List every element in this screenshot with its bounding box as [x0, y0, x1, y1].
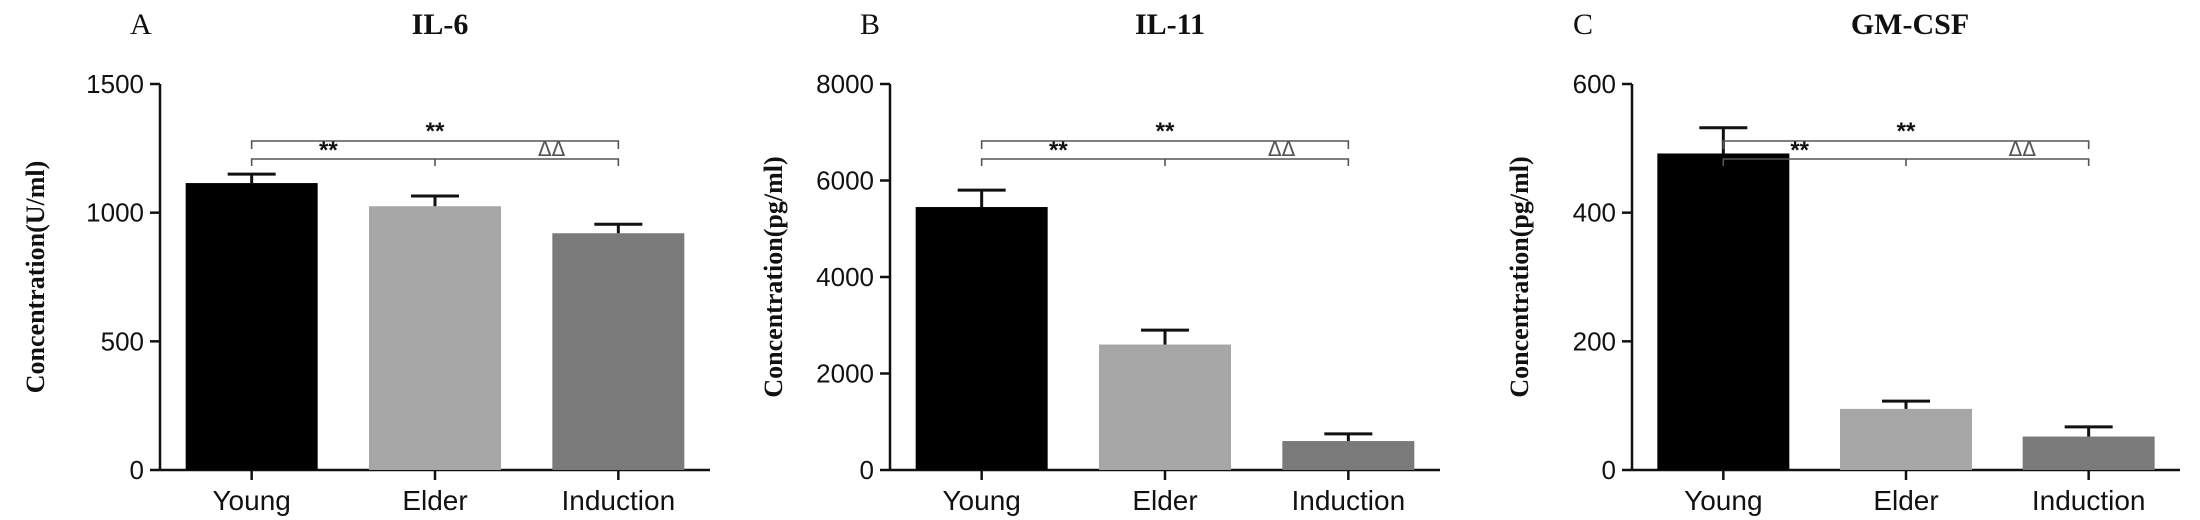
y-tick-label: 4000 — [816, 262, 874, 292]
y-tick-label: 8000 — [816, 69, 874, 99]
y-tick-label: 6000 — [816, 166, 874, 196]
bar-elder — [1840, 408, 1972, 470]
x-tick-label: Young — [942, 485, 1020, 516]
y-tick-label: 2000 — [816, 359, 874, 389]
y-axis-label: Concentration(pg/ml) — [1505, 156, 1534, 397]
y-tick-label: 0 — [1602, 455, 1616, 485]
y-tick-label: 0 — [130, 455, 144, 485]
panel-letter: B — [860, 8, 880, 41]
x-tick-label: Induction — [2032, 485, 2146, 516]
bar-elder — [1099, 344, 1231, 470]
y-tick-label: 1000 — [86, 198, 144, 228]
significance-label: ** — [1790, 137, 1809, 164]
significance-label: ΔΔ — [1268, 137, 1296, 161]
x-tick-label: Induction — [1292, 485, 1406, 516]
y-tick-label: 200 — [1573, 326, 1616, 356]
y-axis-label: Concentration(pg/ml) — [759, 156, 788, 397]
significance-label: ** — [1156, 118, 1175, 145]
significance-label: ** — [319, 137, 338, 164]
x-tick-label: Young — [1684, 485, 1762, 516]
chart-title: IL-11 — [1135, 8, 1205, 41]
significance-bracket — [1722, 140, 2090, 149]
panel-letter: A — [130, 8, 152, 41]
bar-induction — [1282, 441, 1415, 470]
panel-letter: C — [1573, 8, 1593, 41]
y-axis-label: Concentration(U/ml) — [21, 161, 50, 394]
x-tick-label: Elder — [402, 485, 467, 516]
y-tick-label: 500 — [101, 326, 144, 356]
x-tick-label: Young — [212, 485, 290, 516]
bar-young — [185, 183, 318, 470]
bar-elder — [369, 206, 501, 470]
chart-title: IL-6 — [412, 8, 469, 41]
significance-bracket — [980, 140, 1350, 149]
chart-panel-a: A IL-6 Concentration(U/ml) 0 500 1000 1500 Youn… — [21, 8, 710, 516]
chart-panel-b: B IL-11 Concentration(pg/ml) 0 2000 4000 6000 8… — [759, 8, 1440, 516]
chart-title: GM-CSF — [1851, 8, 1969, 41]
y-tick-label: 400 — [1573, 198, 1616, 228]
bar-young — [1657, 153, 1790, 471]
x-tick-label: Elder — [1873, 485, 1938, 516]
significance-label: ΔΔ — [2009, 137, 2037, 161]
x-tick-label: Elder — [1132, 485, 1197, 516]
significance-label: ** — [1897, 118, 1916, 145]
bar-induction — [2022, 436, 2155, 470]
y-tick-label: 0 — [860, 455, 874, 485]
x-tick-label: Induction — [562, 485, 676, 516]
significance-bracket — [250, 140, 620, 149]
significance-label: ** — [426, 118, 445, 145]
y-tick-label: 600 — [1573, 69, 1616, 99]
bar-induction — [552, 233, 685, 470]
significance-label: ΔΔ — [538, 137, 566, 161]
chart-panel-c: C GM-CSF Concentration(pg/ml) 0 200 400 600 You… — [1505, 8, 2180, 516]
bar-young — [915, 207, 1048, 470]
y-tick-label: 1500 — [86, 69, 144, 99]
significance-label: ** — [1049, 137, 1068, 164]
